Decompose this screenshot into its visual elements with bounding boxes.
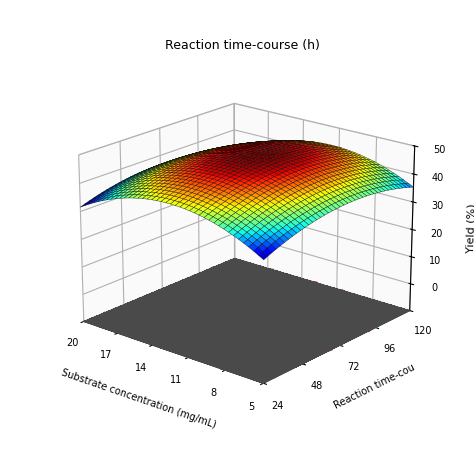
X-axis label: Substrate concentration (mg/mL): Substrate concentration (mg/mL) (60, 368, 217, 430)
Y-axis label: Reaction time-cou: Reaction time-cou (332, 363, 416, 411)
Title: Reaction time-course (h): Reaction time-course (h) (165, 38, 320, 52)
